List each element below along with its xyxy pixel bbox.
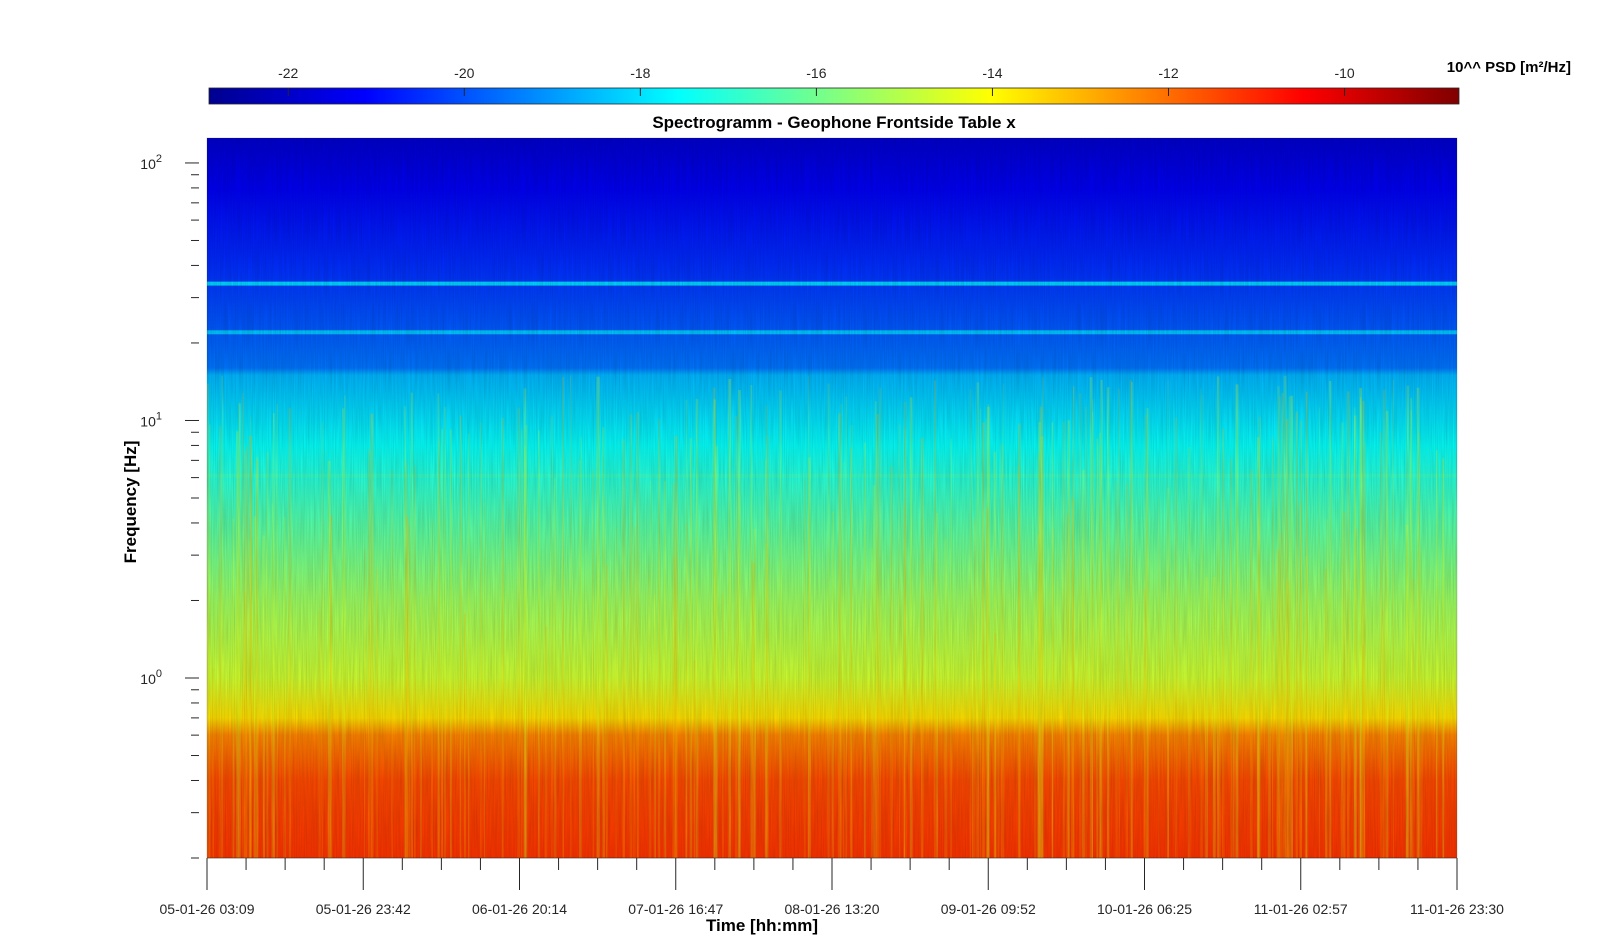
colorbar-tick-label: -22 [278,65,298,81]
y-tick-label: 102 [140,153,162,172]
colorbar-tick-label: -10 [1334,65,1354,81]
y-tick-base: 10 [140,156,156,172]
colorbar-tick-label: -20 [454,65,474,81]
colorbar: -22 -20 -18 -16 -14 -12 -10 10^^ PSD [m²/Hz] [208,59,1571,105]
colorbar-tick-label: -14 [982,65,1002,81]
y-tick-exponent: 1 [156,410,162,422]
y-tick-exponent: 2 [156,153,162,165]
x-tick-label: 09-01-26 09:52 [941,901,1036,917]
x-tick-label: 05-01-26 23:42 [316,901,411,917]
x-tick-label: 05-01-26 03:09 [160,901,255,917]
x-tick-label: 10-01-26 06:25 [1097,901,1192,917]
y-tick-exponent: 0 [156,668,162,680]
x-tick-label: 11-01-26 23:30 [1410,901,1504,917]
x-axis: 05-01-26 03:09 05-01-26 23:42 06-01-26 20:… [160,857,1504,917]
x-tick-label: 07-01-26 16:47 [628,901,723,917]
x-axis-label: Time [hh:mm] [706,916,818,935]
colorbar-label: 10^^ PSD [m²/Hz] [1447,59,1571,76]
x-tick-label: 06-01-26 20:14 [472,901,567,917]
noise-texture [207,138,1457,858]
colorbar-tick-label: -16 [806,65,826,81]
y-tick-base: 10 [140,413,156,429]
x-tick-label: 08-01-26 13:20 [785,901,880,917]
y-tick-label: 101 [140,410,162,429]
chart-title: Spectrogramm - Geophone Frontside Table … [652,113,1016,132]
y-axis-label: Frequency [Hz] [121,441,140,564]
x-tick-label: 11-01-26 02:57 [1254,901,1348,917]
y-tick-label: 100 [140,668,162,687]
y-tick-base: 10 [140,671,156,687]
colorbar-gradient [208,87,1460,105]
colorbar-ticks: -22 -20 -18 -16 -14 -12 -10 [278,65,1355,96]
colorbar-tick-label: -12 [1158,65,1178,81]
plot-area [207,138,1457,858]
colorbar-tick-label: -18 [630,65,650,81]
